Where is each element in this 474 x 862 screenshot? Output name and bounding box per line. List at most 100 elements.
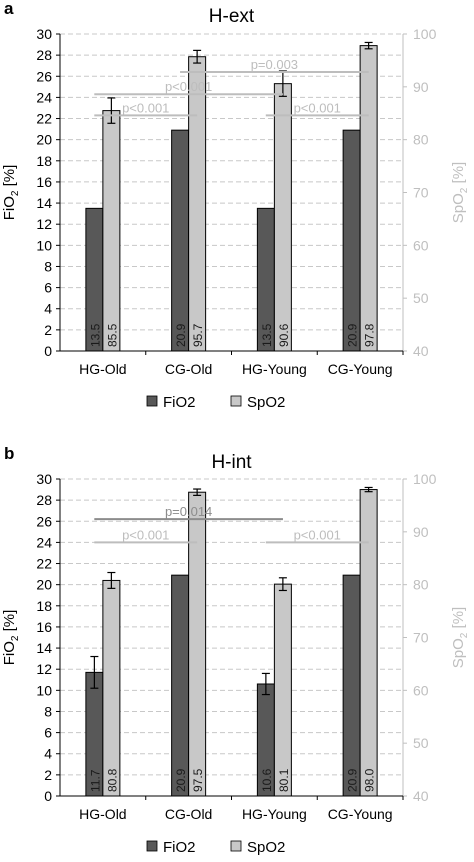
bar-spo2-cg-young [359,489,378,797]
bar-spo2-hg-old [102,579,121,797]
y-tick-label: 22 [36,556,52,572]
y-axis-label: FiO2 [%] [1,165,21,221]
legend-swatch-spo2 [230,840,242,852]
x-tick-label: CG-Old [165,361,212,377]
y2-tick-label: 100 [413,471,437,487]
y2-tick-label: 40 [413,343,429,359]
y-axis-label-main: FiO [1,641,18,665]
panel-letter: a [4,0,14,18]
bar-fio2-cg-young [342,574,361,797]
y2-axis-label: SpO2 [%] [450,607,470,668]
chart-title: H-ext [209,6,255,27]
y-tick-label: 8 [44,258,52,274]
legend-swatch-fio2 [146,395,158,407]
bar-spo2-hg-young [273,583,292,797]
y-tick-label: 28 [36,47,52,63]
y2-tick-label: 60 [413,237,429,253]
y-tick-label: 4 [44,746,52,762]
y-tick-label: 4 [44,301,52,317]
y-tick-label: 20 [36,132,52,148]
data-label: 13.5 [260,323,274,347]
data-label: 97.8 [363,323,377,347]
y-axis-label-sub: 2 [10,190,21,196]
y2-tick-label: 50 [413,735,429,751]
y-axis-label: FiO2 [%] [1,610,21,666]
y-tick-label: 24 [36,89,52,105]
significance-label: p<0.001 [122,527,169,542]
y2-tick-label: 50 [413,290,429,306]
legend-swatch-fio2 [146,840,158,852]
legend-label-fio2: FiO2 [163,394,196,411]
y-tick-label: 0 [44,788,52,804]
significance-label: p<0.001 [165,79,212,94]
y-tick-label: 16 [36,619,52,635]
x-tick-label: HG-Young [242,806,307,822]
data-label: 98.0 [363,768,377,792]
data-label: 20.9 [174,768,188,792]
y2-axis-label-main: SpO [450,193,467,223]
y2-tick-label: 80 [413,577,429,593]
y-tick-label: 16 [36,174,52,190]
y2-axis-label-main: SpO [450,638,467,668]
y-tick-label: 30 [36,26,52,42]
x-tick-label: CG-Young [328,806,393,822]
data-label: 90.6 [277,323,291,347]
data-label: 85.5 [105,323,119,347]
legend-swatch-spo2 [230,395,242,407]
bar-fio2-cg-old [171,129,190,352]
data-label: 11.7 [88,769,102,792]
y-tick-label: 2 [44,322,52,338]
significance-label: p<0.001 [122,100,169,115]
bar-spo2-hg-old [102,110,121,352]
y-tick-label: 26 [36,513,52,529]
legend-label-spo2: SpO2 [247,839,285,856]
x-tick-label: HG-Young [242,361,307,377]
y2-axis-label: SpO2 [%] [450,162,470,223]
y-tick-label: 2 [44,767,52,783]
data-label: 10.6 [260,768,274,792]
y2-tick-label: 90 [413,524,429,540]
y2-tick-label: 90 [413,79,429,95]
bar-spo2-cg-old [188,491,207,797]
y2-tick-label: 70 [413,630,429,646]
bar-spo2-hg-young [273,83,292,352]
y-axis-label-unit: [%] [1,165,18,191]
y-tick-label: 12 [36,216,52,232]
y-tick-label: 14 [36,195,52,211]
chart-title: H-int [211,452,252,473]
y-tick-label: 30 [36,471,52,487]
y2-axis-label-unit: [%] [450,162,467,188]
chart-panel-2: b H-int0246810121416182022242628304050607… [1,444,470,856]
y-axis-label-main: FiO [1,196,18,220]
legend-label-fio2: FiO2 [163,839,196,856]
significance-label: p=0.014 [165,504,212,519]
data-label: 20.9 [346,768,360,792]
y-tick-label: 18 [36,598,52,614]
y-tick-label: 26 [36,68,52,84]
bar-fio2-cg-old [171,574,190,797]
y2-tick-label: 80 [413,132,429,148]
legend-label-spo2: SpO2 [247,394,285,411]
data-label: 20.9 [346,323,360,347]
y-tick-label: 8 [44,703,52,719]
y-tick-label: 20 [36,577,52,593]
x-tick-label: HG-Old [79,806,126,822]
x-tick-label: CG-Old [165,806,212,822]
y-tick-label: 10 [36,682,52,698]
panel-letter: b [4,444,14,463]
y2-axis-label-sub: 2 [459,187,470,193]
y-axis-label-unit: [%] [1,610,18,636]
y-axis-label-sub: 2 [10,635,21,641]
y2-tick-label: 40 [413,788,429,804]
significance-label: p<0.001 [294,527,341,542]
y-tick-label: 0 [44,343,52,359]
y-tick-label: 6 [44,280,52,296]
data-label: 80.1 [277,768,291,792]
bar-fio2-cg-young [342,129,361,352]
x-tick-label: CG-Young [328,361,393,377]
bar-spo2-cg-old [188,56,207,352]
y2-tick-label: 70 [413,185,429,201]
data-label: 97.5 [191,768,205,792]
